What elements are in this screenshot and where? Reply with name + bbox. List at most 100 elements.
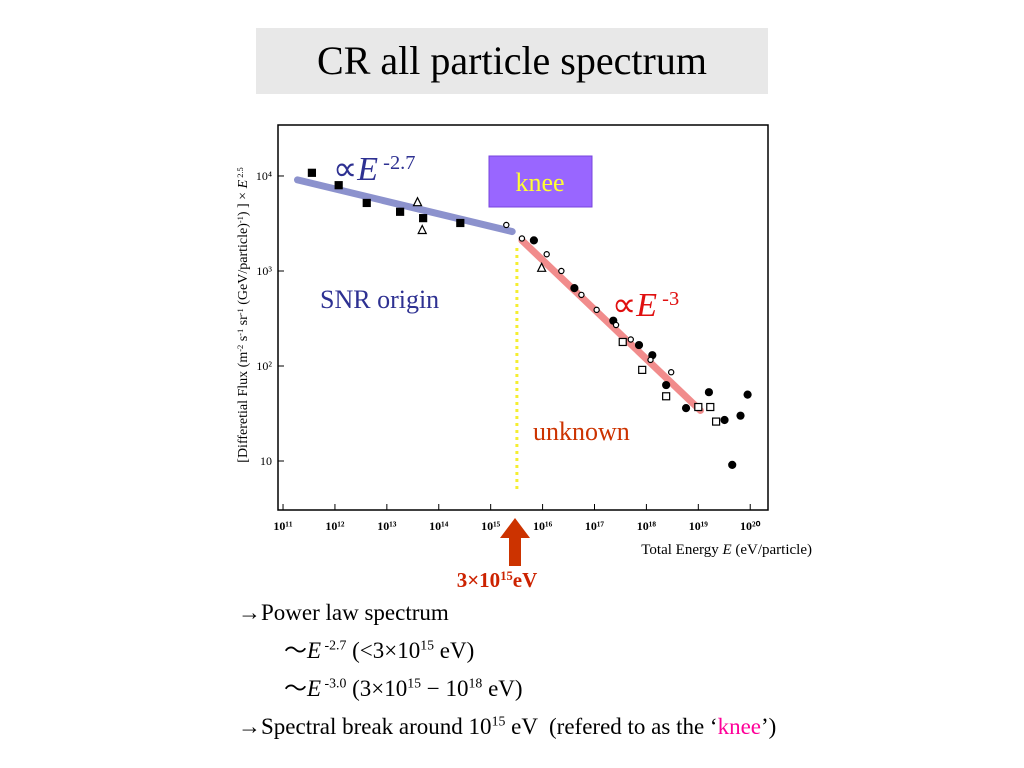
bullet: ～E -2.7 (<3×1015 eV) [238,632,776,670]
region-label: SNR origin [320,285,439,314]
fit-line [518,236,704,415]
data-point [518,235,526,242]
text-segment: 15 [491,713,506,729]
plot-frame [277,124,769,511]
text-segment: ∝ [333,151,357,188]
slope-label: ∝E -3 [612,287,679,324]
text-segment: 18 [468,675,483,691]
data-point [627,336,634,343]
data-point [362,198,371,208]
knee-box [488,155,593,208]
data-point [307,168,317,177]
slope-label: ∝E -2.7 [333,151,415,188]
data-point [419,214,428,223]
data-point [728,460,737,469]
data-point [334,181,343,190]
text-segment: ∝ [612,287,636,324]
text-segment: eV (refered to as the ‘ [505,714,718,739]
data-point [456,218,465,228]
y-axis-label: [Differetial Flux (m-2 s-1 sr-1 (GeV/par… [236,167,252,462]
x-tick-label: 10¹⁷ [585,519,605,533]
text-segment: E [307,638,322,663]
text-segment: -3 [657,288,679,310]
x-tick-label: 10¹⁶ [533,519,553,533]
data-point [634,340,644,350]
data-point [529,236,538,245]
text-segment: -2.7 [321,637,347,653]
data-point [618,337,627,347]
text-segment: (eV/particle) [732,542,812,558]
text-segment: eV [513,568,538,592]
text-segment: -2 [236,345,245,352]
data-point [612,321,620,329]
x-tick-label: 10¹⁸ [637,519,657,533]
x-tick-label: 10¹² [325,519,345,533]
data-point [536,261,547,272]
data-point [736,411,745,420]
data-point [720,415,729,425]
text-segment: (GeV/particle) [236,223,251,308]
data-point [662,392,671,401]
bullet: →Spectral break around 1015 eV (refered … [238,708,776,746]
text-segment: (3×10 [346,676,408,701]
fit-line [294,176,516,236]
data-point [704,388,714,397]
knee-label: knee [515,168,564,197]
bullet: →Power law spectrum [238,594,776,632]
text-segment: 2.5 [236,167,245,180]
text-segment: ～ [284,638,307,663]
data-point [412,196,423,207]
data-point [558,267,565,275]
text-segment: -2.7 [378,152,415,174]
x-tick-label: 10¹³ [377,519,397,533]
text-segment: E [721,542,731,558]
y-tick-label: 10³ [256,264,272,278]
data-point [543,251,550,258]
text-segment: ～ [284,676,307,701]
data-point [570,284,579,293]
text-segment: →Spectral break around 10 [238,714,492,739]
x-tick-label: 10²⁰ [740,519,761,533]
text-segment: Total Energy [641,542,722,558]
arrow [500,518,530,566]
y-tick-label: 10⁴ [256,169,272,183]
data-point [503,221,510,229]
data-point [667,369,675,376]
text-segment: [Differetial Flux (m [236,352,251,463]
data-point [593,306,600,314]
text-segment: E [236,179,251,189]
bullet: ～E -3.0 (3×1015 − 1018 eV) [238,670,776,708]
data-point [711,417,721,426]
text-segment: eV) [434,638,475,663]
break-energy-label: 3×1015eV [457,568,538,592]
slide-title: CR all particle spectrum [256,28,768,94]
text-segment: eV) [482,676,523,701]
text-segment: sr [236,315,251,329]
text-segment: E [635,287,657,324]
text-segment: ’) [761,714,777,739]
text-segment: 3×10 [457,568,500,592]
data-point [578,291,585,299]
text-segment: s [236,336,251,345]
data-point [396,207,405,216]
data-point [743,390,752,399]
x-tick-label: 10¹⁵ [481,519,501,533]
data-point [417,224,428,235]
x-tick-label: 10¹¹ [273,519,293,533]
text-segment: knee [717,714,762,739]
data-point [647,356,654,364]
chart: 10¹¹ 10¹² 10¹³ 10¹⁴ 10¹⁵ 10¹⁶ 10¹⁷ 10¹⁸ 10¹⁹ 10²⁰… [236,124,812,592]
data-point [638,365,647,374]
text-segment: -1 [236,216,245,223]
text-segment: 15 [420,637,435,653]
x-axis-label: Total Energy E (eV/particle) [641,542,812,558]
region-label: unknown [533,417,630,446]
text-segment: E [307,676,322,701]
data-point [681,404,691,413]
y-tick-label: 10 [260,454,272,468]
text-segment: -1 [236,308,245,315]
x-tick-label: 10¹⁹ [689,519,709,533]
text-segment: →Power law spectrum [238,600,449,625]
y-tick-label: 10² [256,359,272,373]
text-segment: -1 [236,329,245,336]
